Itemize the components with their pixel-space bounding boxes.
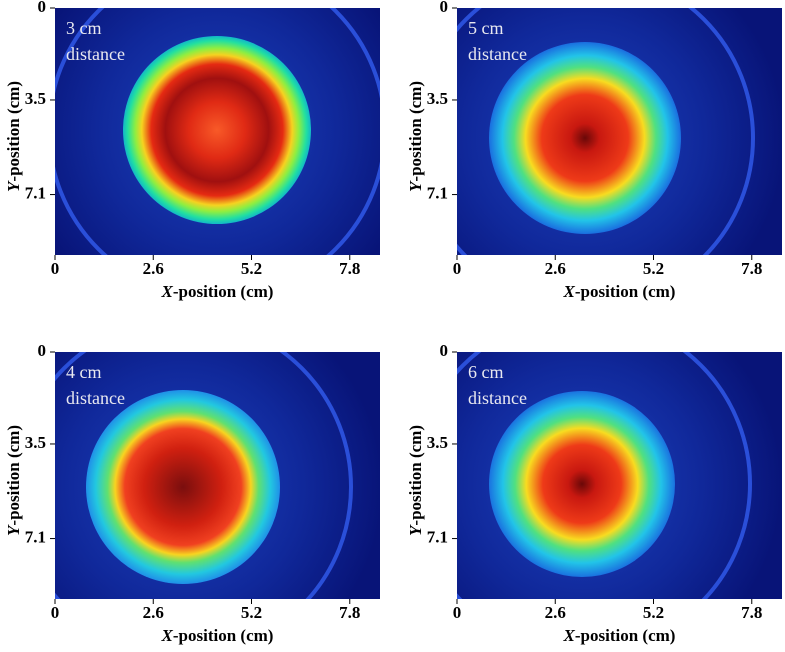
annotation: distance <box>468 44 527 64</box>
x-axis-label: X-position (cm) <box>161 626 274 645</box>
y-axis-label: Y-position (cm) <box>4 81 23 192</box>
x-tick-label: 2.6 <box>545 259 566 278</box>
x-tick-label: 5.2 <box>241 259 262 278</box>
y-axis-label: Y-position (cm) <box>406 81 425 192</box>
x-tick-label: 0 <box>453 259 462 278</box>
y-tick-label: 7.1 <box>25 527 46 546</box>
x-tick-label: 7.8 <box>339 603 360 622</box>
x-tick-label: 5.2 <box>241 603 262 622</box>
x-tick-label: 7.8 <box>741 603 762 622</box>
x-tick-label: 2.6 <box>545 603 566 622</box>
y-tick-label: 0 <box>440 0 449 16</box>
y-tick-label: 0 <box>38 0 47 16</box>
heatmap-image <box>55 352 380 599</box>
x-tick-label: 0 <box>453 603 462 622</box>
annotation: distance <box>66 388 125 408</box>
annotation: 3 cm <box>66 18 102 38</box>
y-axis-label: Y-position (cm) <box>4 425 23 536</box>
annotation: 6 cm <box>468 362 504 382</box>
heatmap-image <box>55 8 380 255</box>
detector-ring <box>55 352 353 599</box>
x-tick-label: 7.8 <box>741 259 762 278</box>
x-axis-label: X-position (cm) <box>563 282 676 301</box>
y-axis-label: Y-position (cm) <box>406 425 425 536</box>
x-tick-label: 5.2 <box>643 603 664 622</box>
y-tick-label: 7.1 <box>427 527 448 546</box>
y-tick-label: 3.5 <box>25 89 46 108</box>
x-tick-label: 5.2 <box>643 259 664 278</box>
annotation: 4 cm <box>66 362 102 382</box>
x-tick-label: 7.8 <box>339 259 360 278</box>
y-tick-label: 7.1 <box>427 183 448 202</box>
y-tick-label: 3.5 <box>25 433 46 452</box>
x-axis-label: X-position (cm) <box>161 282 274 301</box>
beam-spot <box>123 36 311 224</box>
y-tick-label: 0 <box>38 341 47 360</box>
x-tick-label: 0 <box>51 603 60 622</box>
annotation: distance <box>468 388 527 408</box>
beam-spot <box>489 42 681 234</box>
x-tick-label: 0 <box>51 259 60 278</box>
x-axis-label: X-position (cm) <box>563 626 676 645</box>
y-tick-label: 0 <box>440 341 449 360</box>
annotation: 5 cm <box>468 18 504 38</box>
y-tick-label: 3.5 <box>427 89 448 108</box>
x-tick-label: 2.6 <box>143 603 164 622</box>
y-tick-label: 7.1 <box>25 183 46 202</box>
annotation: distance <box>66 44 125 64</box>
x-tick-label: 2.6 <box>143 259 164 278</box>
y-tick-label: 3.5 <box>427 433 448 452</box>
heatmap-image <box>457 352 782 599</box>
beam-spot <box>489 391 675 577</box>
detector-ring <box>457 8 755 255</box>
beam-spot <box>86 390 280 584</box>
heatmap-image <box>457 8 782 255</box>
detector-ring <box>457 352 752 599</box>
